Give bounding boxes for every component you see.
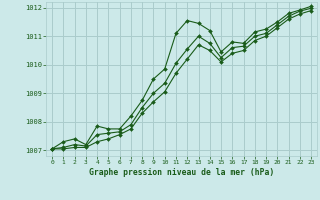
X-axis label: Graphe pression niveau de la mer (hPa): Graphe pression niveau de la mer (hPa) <box>89 168 274 177</box>
